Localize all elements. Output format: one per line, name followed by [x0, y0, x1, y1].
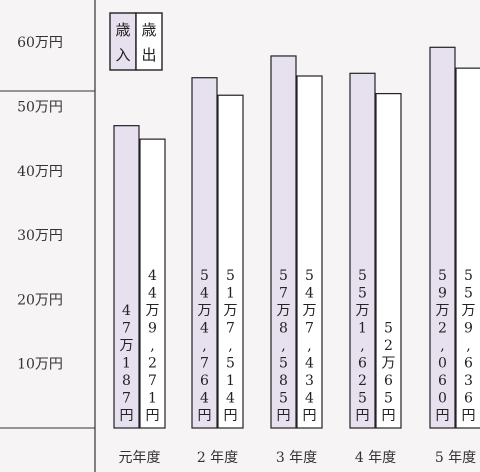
legend-box-expenditure [135, 12, 163, 71]
x-category-label: 4 年度 [355, 450, 396, 466]
bar-expenditure [296, 75, 323, 429]
y-tick-label: 20万円 [17, 292, 63, 308]
y-tick-label: 50万円 [17, 100, 63, 116]
legend-revenue-char-2: 入 [115, 46, 130, 64]
legend-expenditure-char-1: 歳 [141, 21, 156, 39]
bar-revenue [270, 55, 297, 429]
bar-expenditure [375, 92, 402, 429]
bar-revenue [113, 125, 140, 429]
bar-revenue [429, 46, 456, 429]
legend-revenue-char-1: 歳 [115, 21, 130, 39]
bar-revenue [191, 77, 218, 429]
x-category-label: 3 年度 [276, 450, 317, 466]
y-tick-label: 60万円 [17, 35, 63, 51]
y-tick-label: 40万円 [17, 164, 63, 180]
bar-revenue [349, 72, 376, 429]
x-category-label: 5 年度 [435, 450, 476, 466]
y-tick-label: 30万円 [17, 228, 63, 244]
x-category-label: 2 年度 [197, 450, 238, 466]
bar-expenditure [217, 94, 244, 429]
bar-expenditure [455, 67, 480, 429]
bar-expenditure [139, 138, 166, 429]
legend-expenditure-char-2: 出 [141, 46, 156, 64]
legend: 歳 入 歳 出 [109, 12, 163, 71]
y-axis: 60万円 50万円 40万円 30万円 20万円 10万円 [0, 0, 96, 472]
x-category-label: 元年度 [119, 450, 161, 466]
y-tick-label: 10万円 [17, 357, 63, 373]
